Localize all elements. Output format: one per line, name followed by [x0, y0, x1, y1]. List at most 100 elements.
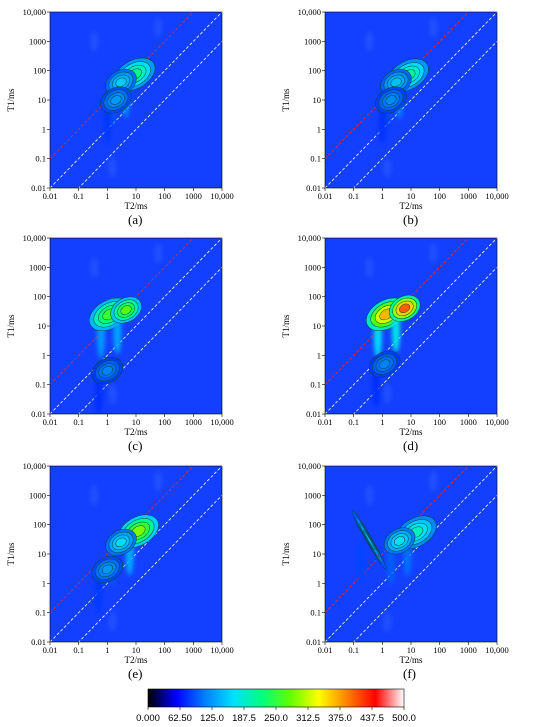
- x-tick-label: 0.01: [43, 417, 58, 427]
- colorbar: 0.000 62.50 125.0 187.5 250.0 312.5 375.0 437.5…: [136, 688, 416, 724]
- x-tick-label: 1000: [185, 417, 202, 427]
- peak-2: [375, 86, 407, 144]
- y-tick-label: 0.1: [35, 380, 46, 390]
- x-tick-label: 1000: [185, 645, 202, 655]
- y-tick-label: 10: [38, 549, 47, 559]
- panel-svg: 0.010.01 0.1 0.1 1 1 10 10 100 100 1000 1000 10,000…: [6, 233, 234, 437]
- y-tick-label: 1: [42, 350, 46, 360]
- peak-1: [388, 294, 421, 353]
- x-tick-label: 0.1: [348, 191, 359, 201]
- colorbar-tick-label: 187.5: [232, 713, 256, 724]
- x-tick-label: 100: [158, 191, 171, 201]
- y-tick-label: 0.1: [310, 608, 321, 618]
- y-tick-label: 100: [308, 66, 321, 76]
- x-tick-label: 10,000: [485, 417, 508, 427]
- x-tick-label: 10: [407, 645, 416, 655]
- y-tick-label: 1000: [304, 36, 321, 46]
- x-tick-label: 10,000: [210, 645, 233, 655]
- y-tick-label: 10,000: [298, 233, 321, 243]
- nmr-panel-f: 0.01 0.01 0.1 0.1 1 1 10 10 100 100 1000 1000 10,000…: [275, 454, 550, 692]
- x-tick-label: 1000: [460, 417, 477, 427]
- x-tick-label: 0.1: [73, 417, 84, 427]
- colorbar-tick-label: 125.0: [200, 713, 224, 724]
- peak-2: [351, 510, 387, 585]
- nmr-panel-d: 0.01 0.01 0.1 0.1 1 1 10 10 100 100 1000 1000 10,000…: [275, 226, 550, 464]
- y-tick-label: 100: [33, 66, 46, 76]
- panel-label: (e): [128, 666, 143, 681]
- x-tick-label: 1: [105, 191, 109, 201]
- x-tick-label: 100: [158, 645, 171, 655]
- y-axis-label: T1/ms: [281, 314, 291, 337]
- x-tick-label: 1: [380, 645, 384, 655]
- panel-svg: 0.010.01 0.1 0.1 1 1 10 10 100 100 1000 1000 10,000…: [281, 461, 509, 665]
- y-tick-label: 100: [308, 292, 321, 302]
- x-axis-label: T2/ms: [399, 655, 422, 665]
- x-tick-label: 1000: [460, 645, 477, 655]
- y-tick-label: 1000: [304, 262, 321, 272]
- panel-svg: 0.010.01 0.1 0.1 1 1 10 10 100 100 1000 1000 10,000…: [281, 7, 509, 211]
- peak-1: [383, 527, 416, 585]
- x-tick-label: 0.01: [43, 645, 58, 655]
- diagonal-line-1: [50, 12, 222, 188]
- nmr-panel-b: 0.01 0.01 0.1 0.1 1 1 10 10 100 100 1000 1000 10,000…: [275, 0, 550, 238]
- x-tick-label: 1: [105, 645, 109, 655]
- peak-2: [100, 86, 132, 144]
- y-tick-label: 0.1: [310, 380, 321, 390]
- colorbar-tick-label: 250.0: [264, 713, 288, 724]
- x-tick-label: 1: [105, 417, 109, 427]
- colorbar-tick-label: 500.0: [392, 713, 416, 724]
- colorbar-tick-label: 437.5: [360, 713, 384, 724]
- nmr-panel-a: 0.01 0.01 0.1 0.1 1 1 10 10 100 100 1000 1000 10,000…: [0, 0, 275, 238]
- x-tick-label: 10: [407, 191, 416, 201]
- x-tick-label: 0.1: [73, 191, 84, 201]
- y-tick-label: 1: [42, 124, 46, 134]
- nmr-panel-e: 0.01 0.01 0.1 0.1 1 1 10 10 100 100 1000 1000 10,000…: [0, 454, 275, 692]
- x-tick-label: 10: [407, 417, 416, 427]
- colorbar-gradient: [147, 688, 405, 708]
- panel-label: (d): [403, 438, 419, 453]
- y-tick-label: 10,000: [23, 7, 46, 17]
- x-tick-label: 10: [132, 191, 141, 201]
- panel-svg: 0.010.01 0.1 0.1 1 1 10 10 100 100 1000 1000 10,000…: [6, 7, 234, 211]
- y-tick-label: 1000: [29, 36, 46, 46]
- y-tick-label: 0.1: [310, 154, 321, 164]
- y-tick-label: 0.01: [31, 409, 46, 419]
- x-tick-label: 10,000: [485, 645, 508, 655]
- x-tick-label: 0.01: [318, 191, 333, 201]
- colorbar-tick-label: 375.0: [328, 713, 352, 724]
- y-tick-label: 0.1: [35, 154, 46, 164]
- x-axis-label: T2/ms: [124, 655, 147, 665]
- y-tick-label: 10,000: [298, 7, 321, 17]
- panel-label: (f): [403, 666, 416, 681]
- y-tick-label: 0.01: [306, 409, 321, 419]
- y-tick-label: 10: [38, 95, 47, 105]
- panel-label: (a): [128, 212, 143, 227]
- x-tick-label: 1000: [185, 191, 202, 201]
- colorbar-tick-label: 0.000: [136, 713, 160, 724]
- y-tick-label: 0.1: [35, 608, 46, 618]
- peak-2: [368, 350, 401, 409]
- y-axis-label: T1/ms: [281, 88, 291, 111]
- diagonal-line-1: [50, 238, 222, 414]
- y-tick-label: 100: [33, 520, 46, 530]
- y-tick-label: 1: [317, 578, 321, 588]
- x-axis-label: T2/ms: [399, 427, 422, 437]
- y-axis-label: T1/ms: [6, 314, 16, 337]
- y-tick-label: 1: [317, 124, 321, 134]
- panel-svg: 0.010.01 0.1 0.1 1 1 10 10 100 100 1000 1000 10,000…: [281, 233, 509, 437]
- x-tick-label: 10: [132, 417, 141, 427]
- peak-1: [110, 296, 142, 355]
- y-tick-label: 1: [42, 578, 46, 588]
- x-tick-label: 100: [433, 645, 446, 655]
- y-tick-label: 1: [317, 350, 321, 360]
- y-tick-label: 10,000: [298, 461, 321, 471]
- y-axis-label: T1/ms: [6, 88, 16, 111]
- peak-2: [91, 357, 124, 414]
- peak-2: [91, 555, 124, 614]
- y-tick-label: 0.01: [306, 637, 321, 647]
- x-tick-label: 10,000: [210, 191, 233, 201]
- x-axis-label: T2/ms: [124, 427, 147, 437]
- y-tick-label: 1000: [29, 490, 46, 500]
- diagonal-line-1: [325, 238, 497, 414]
- x-tick-label: 1: [380, 191, 384, 201]
